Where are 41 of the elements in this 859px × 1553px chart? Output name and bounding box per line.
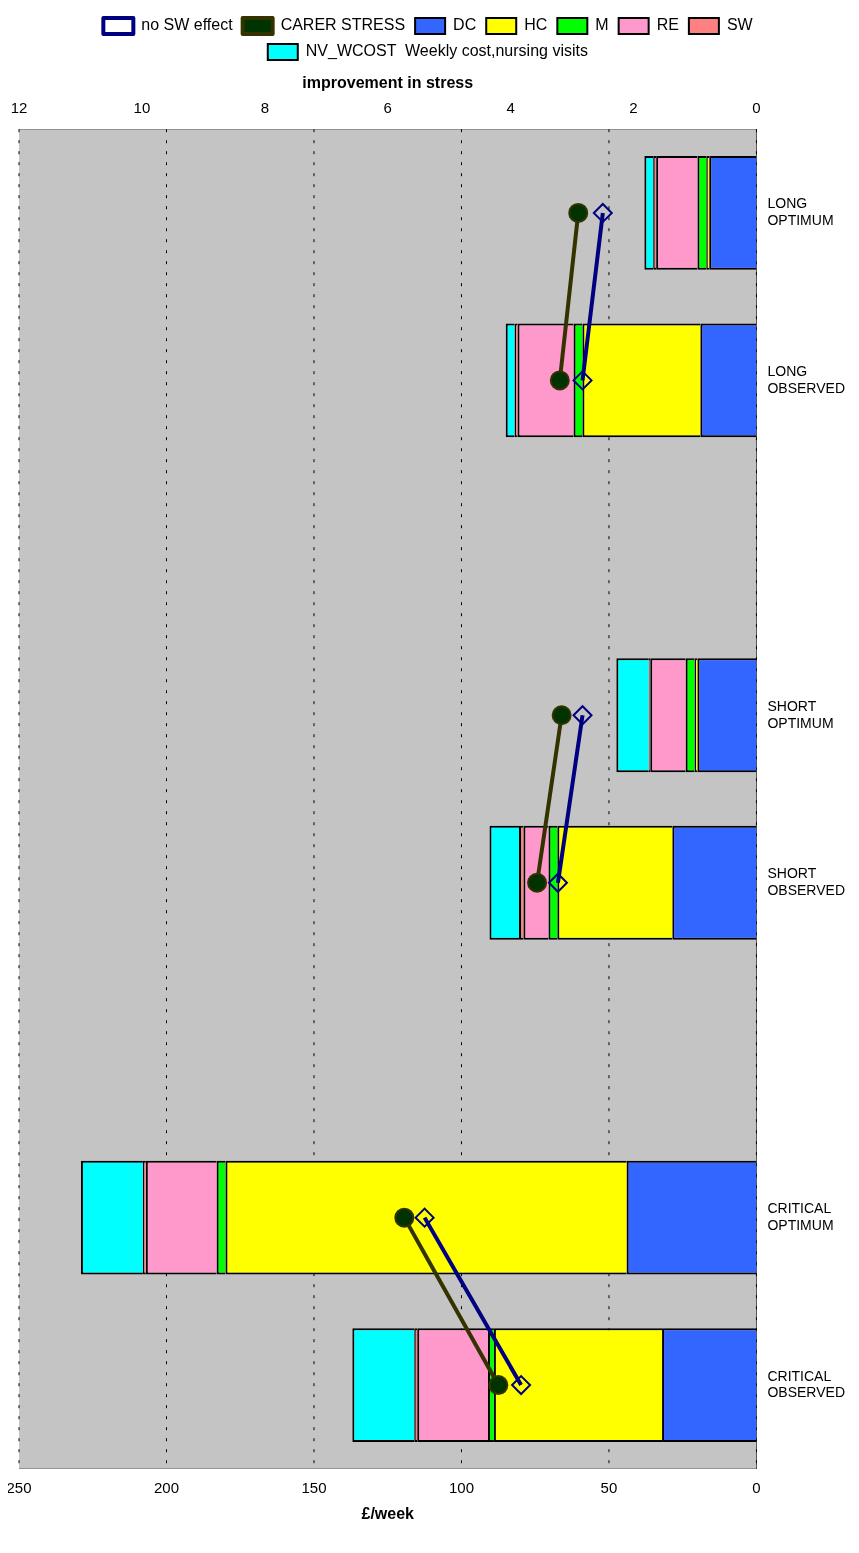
x-tick-label: 150 xyxy=(301,1478,327,1496)
y-tick-label: CRITICAL OBSERVED xyxy=(767,1367,845,1401)
legend-label: NV_WCOST Weekly cost,nursing visits xyxy=(305,42,588,61)
point xyxy=(527,872,548,893)
legend-label: no SW effect xyxy=(141,16,234,34)
legend-label: SW xyxy=(726,16,754,34)
x-tick-label: 250 xyxy=(6,1478,32,1496)
legend-label: CARER STRESS xyxy=(280,16,406,34)
x2-tick-label: 0 xyxy=(752,99,761,117)
y-tick-label: LONG OPTIMUM xyxy=(767,195,834,229)
x-tick-label: 0 xyxy=(752,1478,761,1496)
y-tick-label: SHORT OPTIMUM xyxy=(767,697,834,731)
x2-tick-label: 4 xyxy=(506,99,515,117)
x2-tick-label: 6 xyxy=(383,99,392,117)
x2-tick-label: 10 xyxy=(133,99,151,117)
legend-label: HC xyxy=(524,16,548,34)
y-tick-label: CRITICAL OPTIMUM xyxy=(767,1200,834,1233)
x-tick-label: 200 xyxy=(153,1478,180,1496)
point xyxy=(551,705,572,726)
x2-tick-label: 2 xyxy=(629,99,638,117)
point xyxy=(547,872,568,893)
y-tick-label: LONG OBSERVED xyxy=(767,362,845,396)
legend-label: M xyxy=(595,16,609,34)
legend-label: DC xyxy=(453,16,477,34)
point xyxy=(592,202,613,223)
x-axis-title: £/week xyxy=(361,1504,415,1522)
x2-axis-title: improvement in stress xyxy=(302,74,474,92)
x2-tick-label: 12 xyxy=(10,99,28,117)
point xyxy=(572,370,593,391)
point xyxy=(568,202,589,223)
legend-label: RE xyxy=(656,16,679,34)
x2-tick-label: 8 xyxy=(260,99,269,117)
point xyxy=(488,1375,509,1396)
point xyxy=(511,1375,532,1396)
point xyxy=(572,705,593,726)
point xyxy=(549,370,570,391)
x-tick-label: 50 xyxy=(600,1478,618,1496)
y-tick-label: SHORT OBSERVED xyxy=(767,865,845,898)
x-tick-label: 100 xyxy=(448,1478,474,1496)
point xyxy=(414,1207,435,1228)
point xyxy=(394,1207,415,1228)
